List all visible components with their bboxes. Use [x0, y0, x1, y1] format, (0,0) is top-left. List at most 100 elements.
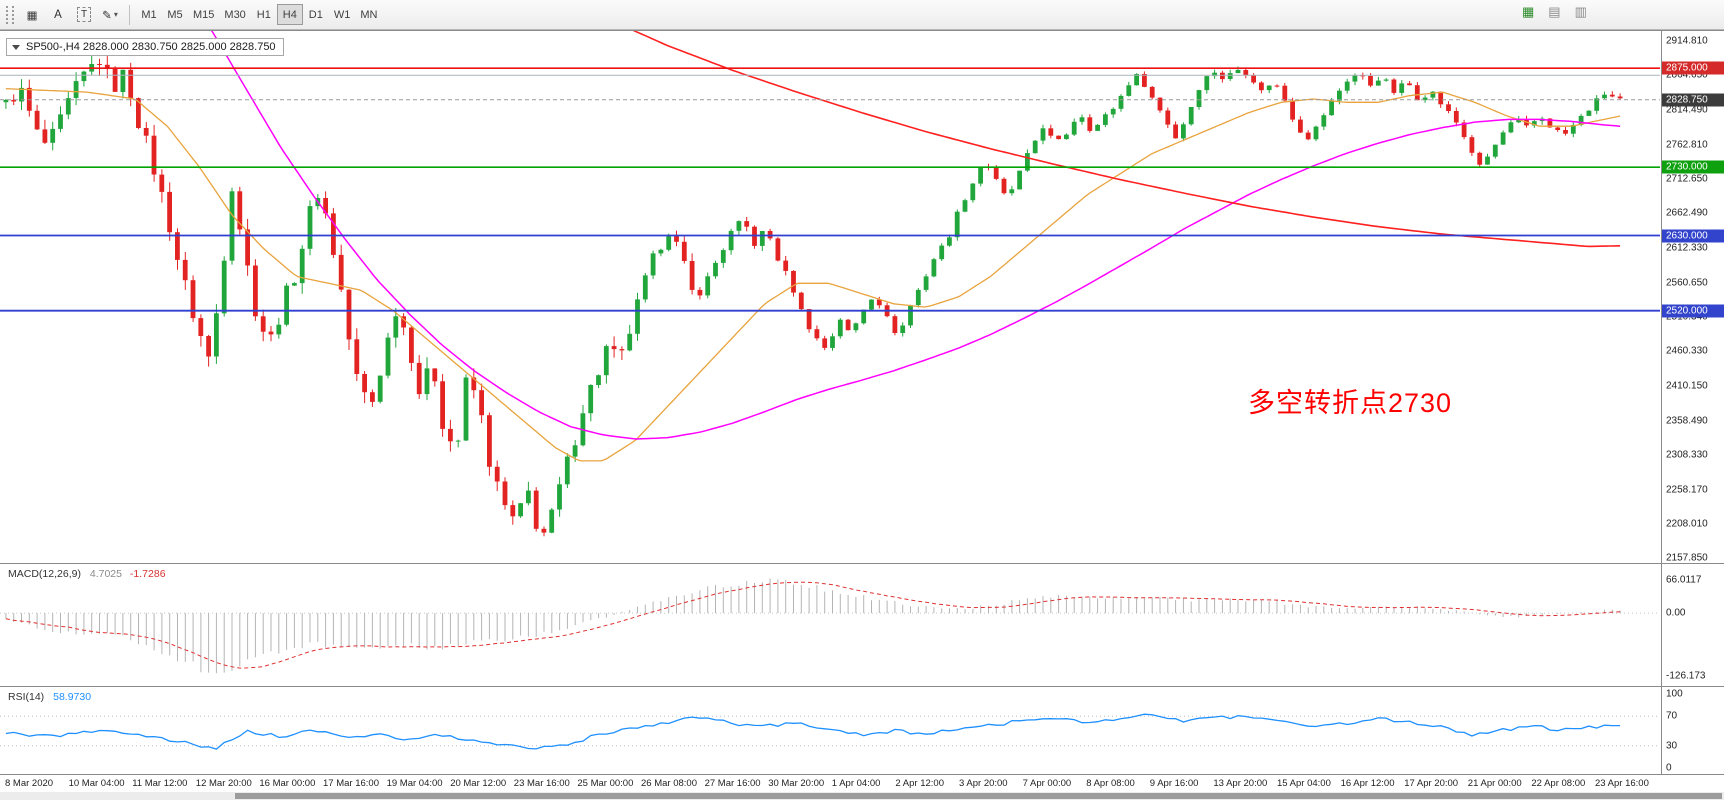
chart-grid-icon[interactable]: ▦ — [20, 4, 44, 26]
price-tick: 2308.330 — [1666, 449, 1708, 461]
macd-plot[interactable] — [0, 564, 1660, 687]
candle — [853, 323, 859, 331]
time-tick: 12 Mar 20:00 — [195, 778, 252, 789]
toolbar-extra-icon-2[interactable]: ▤ — [1548, 4, 1561, 19]
time-tick: 22 Apr 08:00 — [1531, 778, 1586, 789]
symbol-ohlc-box[interactable]: SP500-,H4 2828.000 2830.750 2825.000 282… — [6, 38, 284, 56]
candle — [229, 191, 235, 261]
candle — [237, 191, 243, 230]
candle — [377, 375, 383, 402]
toolbar-extra-icon-3[interactable]: ▥ — [1574, 4, 1587, 19]
price-tick: 2510.340 — [1666, 311, 1708, 323]
candle — [674, 236, 679, 242]
toolbar-drag-handle[interactable] — [6, 5, 14, 24]
candle — [611, 346, 617, 350]
candle — [58, 114, 63, 129]
candle — [73, 81, 79, 98]
candle — [1563, 130, 1568, 134]
candle — [104, 64, 110, 69]
chart-dropdown-icon[interactable] — [12, 44, 20, 50]
timeframe-button-MN[interactable]: MN — [355, 4, 382, 25]
timeframe-button-M5[interactable]: M5 — [162, 4, 188, 25]
candle — [900, 325, 906, 333]
macd-signal-line — [5, 581, 1621, 669]
candle — [947, 237, 952, 246]
candle — [1609, 94, 1615, 97]
scrollbar-thumb[interactable] — [235, 793, 1722, 799]
candle — [908, 305, 913, 326]
candle — [1477, 152, 1483, 165]
candle — [596, 375, 601, 385]
timeframe-button-M15[interactable]: M15 — [188, 4, 219, 25]
candles — [3, 54, 1623, 537]
candle — [705, 276, 711, 296]
candle — [1056, 135, 1061, 140]
macd-tick: -126.173 — [1666, 670, 1706, 682]
timeframe-button-H4[interactable]: H4 — [276, 4, 303, 25]
candle — [1243, 70, 1249, 75]
candlestick-plot[interactable] — [0, 31, 1660, 564]
candle — [798, 292, 804, 310]
candle — [42, 129, 48, 143]
time-axis[interactable]: 8 Mar 2020 10 Mar 04:00 11 Mar 12:00 12 Mar… — [0, 774, 1724, 792]
candle — [1438, 91, 1444, 105]
rsi-axis[interactable]: 100 70 30 0 — [1661, 687, 1724, 774]
price-tick: 2258.170 — [1666, 484, 1708, 495]
candle — [775, 238, 781, 261]
toolbar-extra-icon-1[interactable]: ▦ — [1522, 4, 1535, 19]
candle — [557, 484, 562, 510]
candle — [526, 490, 531, 504]
time-tick: 9 Apr 16:00 — [1149, 778, 1199, 789]
timeframe-button-W1[interactable]: W1 — [329, 4, 356, 25]
candle — [1196, 90, 1202, 107]
price-tick: 2208.010 — [1666, 518, 1708, 530]
candle — [697, 289, 703, 296]
candle — [214, 313, 219, 357]
candle — [588, 385, 594, 414]
rsi-tick: 0 — [1666, 762, 1672, 774]
candle — [128, 69, 134, 99]
time-tick: 26 Mar 08:00 — [641, 778, 697, 789]
timeframe-button-D1[interactable]: D1 — [303, 4, 329, 25]
drawing-tools-dropdown[interactable]: ✎ ▾ — [98, 4, 122, 26]
candle — [112, 68, 118, 92]
candle — [1110, 108, 1116, 115]
candle — [299, 248, 305, 284]
candle — [1017, 170, 1022, 190]
candle — [494, 466, 500, 482]
macd-tick: 0.00 — [1666, 607, 1686, 619]
mid-ma-line — [211, 31, 1621, 440]
candle — [759, 231, 765, 246]
timeframe-button-H1[interactable]: H1 — [251, 4, 277, 25]
candle — [143, 128, 149, 136]
candle — [1375, 80, 1381, 86]
candle — [822, 338, 828, 348]
candle — [11, 99, 17, 102]
candle — [1157, 97, 1163, 111]
rsi-tick: 70 — [1666, 710, 1678, 722]
price-badge: 2875.000 — [1662, 61, 1724, 75]
price-axis[interactable]: 2914.810 2864.650 2814.490 2762.810 2712.650… — [1661, 31, 1724, 564]
candle — [3, 99, 9, 103]
chart-annotation: 多空转折点2730 — [1248, 388, 1453, 418]
candle — [1071, 121, 1077, 135]
candle — [564, 456, 570, 485]
candle — [1469, 137, 1475, 153]
candle — [1446, 104, 1451, 111]
timeframe-button-M30[interactable]: M30 — [219, 4, 250, 25]
candle — [1547, 118, 1553, 128]
text-label-tool[interactable]: A — [46, 4, 70, 26]
horizontal-scrollbar[interactable] — [0, 792, 1724, 800]
price-tick: 2612.330 — [1666, 242, 1708, 254]
timeframe-button-M1[interactable]: M1 — [136, 4, 162, 25]
macd-axis[interactable]: 66.0117 0.00 -126.173 — [1661, 564, 1724, 686]
candle — [1142, 74, 1147, 87]
candle — [642, 275, 648, 300]
candle — [1368, 76, 1373, 86]
text-box-tool[interactable]: T — [72, 4, 96, 26]
time-tick: 10 Mar 04:00 — [68, 778, 125, 789]
candle — [34, 110, 40, 130]
candle — [221, 260, 227, 314]
rsi-plot[interactable] — [0, 687, 1660, 775]
candle — [1430, 91, 1436, 98]
